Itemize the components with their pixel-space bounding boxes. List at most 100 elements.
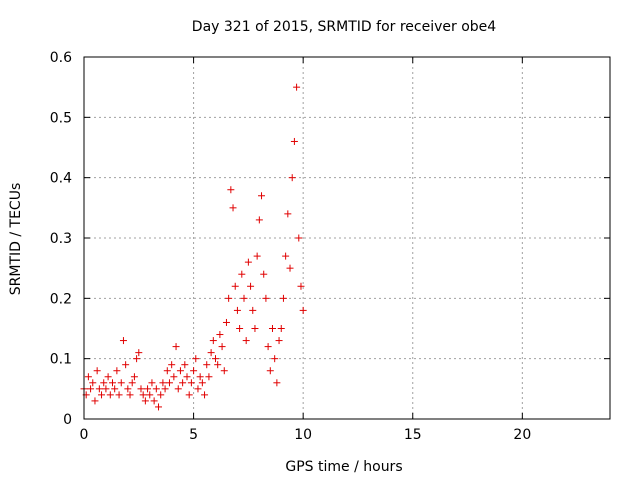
data-point [161, 385, 169, 393]
data-point [119, 337, 127, 345]
data-point [122, 361, 130, 369]
data-point [144, 385, 152, 393]
x-tick-label: 5 [189, 427, 198, 443]
data-point [176, 367, 184, 375]
data-point [100, 379, 108, 387]
data-point [238, 270, 246, 278]
data-point [216, 331, 224, 339]
data-point [268, 325, 276, 332]
x-tick-label: 0 [80, 427, 89, 443]
data-point [157, 391, 165, 399]
data-point [190, 367, 198, 375]
data-point [174, 385, 182, 393]
y-tick-label: 0.2 [50, 291, 72, 307]
data-point [236, 325, 244, 332]
data-point [271, 355, 279, 363]
data-point [84, 373, 92, 381]
data-point [98, 391, 106, 399]
y-tick-label: 0.4 [50, 171, 72, 187]
data-point [179, 379, 187, 387]
data-point [165, 379, 173, 387]
data-point [196, 373, 204, 381]
data-point [253, 252, 261, 260]
x-tick-label: 15 [404, 427, 422, 443]
data-point [279, 294, 287, 302]
data-point [240, 294, 248, 302]
data-point [89, 379, 97, 387]
data-point [214, 361, 222, 369]
data-point [225, 294, 233, 302]
chart-title: Day 321 of 2015, SRMTID for receiver obe… [192, 19, 496, 35]
data-point [255, 216, 263, 224]
axis-ticks [83, 56, 610, 420]
data-point [141, 397, 149, 405]
data-point [194, 385, 202, 393]
data-point [286, 264, 294, 272]
y-tick-label: 0.3 [50, 231, 72, 247]
data-point [102, 385, 110, 393]
data-point [137, 385, 145, 393]
data-point [148, 379, 156, 387]
data-point [108, 379, 116, 387]
data-point [251, 325, 259, 332]
data-point [155, 403, 163, 411]
data-point [128, 379, 136, 387]
data-point [181, 361, 189, 369]
data-point [222, 318, 230, 326]
data-point [260, 270, 268, 278]
data-point [87, 385, 95, 393]
data-point [192, 355, 200, 363]
data-point [295, 234, 303, 242]
data-point [163, 367, 171, 375]
data-point [133, 355, 141, 363]
y-tick-label: 0.6 [50, 50, 72, 66]
data-point [207, 349, 215, 357]
data-point [218, 343, 226, 351]
data-point [130, 373, 138, 381]
data-point [212, 355, 219, 363]
data-point [229, 204, 237, 212]
data-point [117, 379, 125, 387]
data-point [126, 391, 134, 399]
data-point [288, 174, 296, 182]
data-point [150, 397, 158, 405]
grid-lines [84, 57, 610, 419]
data-point [209, 337, 217, 345]
data-point [91, 397, 99, 405]
data-point [111, 385, 119, 393]
data-point [233, 306, 241, 314]
data-point [282, 252, 290, 260]
data-point [135, 349, 143, 357]
data-points [80, 83, 307, 411]
data-point [275, 337, 283, 345]
data-point [168, 361, 176, 369]
plot-frame [83, 56, 611, 420]
data-point [242, 337, 250, 345]
data-point [106, 391, 114, 399]
data-point [244, 258, 252, 266]
data-point [104, 373, 112, 381]
y-axis-label: SRMTID / TECUs [8, 183, 24, 296]
data-point [266, 367, 274, 375]
data-point [124, 385, 132, 393]
data-point [299, 306, 307, 314]
data-point [249, 306, 257, 314]
x-tick-label: 20 [513, 427, 531, 443]
data-point [297, 282, 305, 290]
data-point [187, 379, 195, 387]
data-point [258, 192, 266, 200]
data-point [95, 385, 103, 393]
data-point [115, 391, 123, 399]
y-tick-label: 0.1 [50, 352, 72, 368]
y-tick-label: 0 [63, 412, 72, 428]
x-axis-label: GPS time / hours [285, 459, 402, 475]
y-tick-labels: 0 0.1 0.2 0.3 0.4 0.5 0.6 [50, 50, 72, 428]
data-point [277, 325, 285, 332]
data-point [231, 282, 239, 290]
y-tick-label: 0.5 [50, 110, 72, 126]
data-point [203, 361, 211, 369]
data-point [273, 379, 281, 387]
data-point [201, 391, 209, 399]
data-point [159, 379, 167, 387]
